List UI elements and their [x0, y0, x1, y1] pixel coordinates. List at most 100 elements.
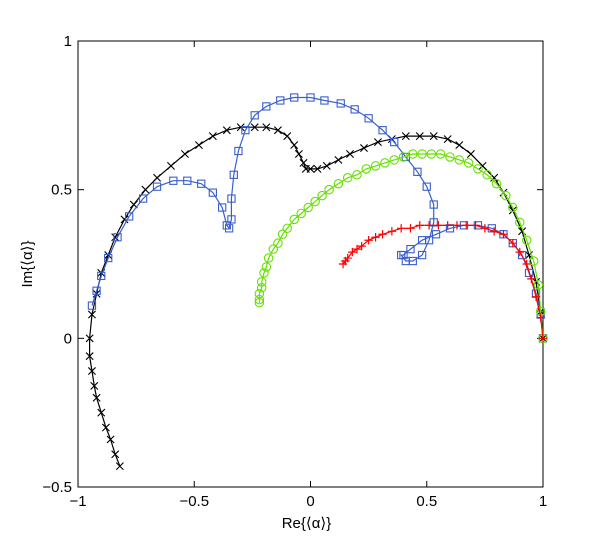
data-point — [125, 212, 134, 221]
plot-frame — [77, 40, 544, 488]
data-point — [301, 164, 310, 173]
data-point — [499, 230, 508, 239]
y-tick-label: 1 — [64, 33, 72, 50]
data-point — [120, 215, 129, 224]
data-point — [333, 178, 344, 189]
data-point — [256, 277, 267, 287]
data-point — [87, 301, 97, 310]
data-point — [445, 152, 455, 162]
data-point — [471, 221, 480, 230]
data-point — [434, 221, 443, 230]
series-circle — [254, 149, 548, 344]
data-point — [515, 247, 524, 257]
data-point — [528, 256, 539, 266]
data-point — [259, 268, 269, 278]
data-point — [241, 126, 250, 135]
data-point — [208, 188, 217, 197]
axis-ticks: −1 −0.5 0 0.5 1−0.500.51 — [42, 33, 547, 510]
y-tick-label: 0.5 — [51, 182, 72, 199]
data-point — [194, 141, 203, 150]
y-axis-title: Im{⟨α⟩} — [19, 240, 36, 287]
data-point — [97, 271, 106, 281]
data-point — [508, 238, 517, 248]
x-tick-label: 0.5 — [416, 493, 437, 510]
data-point — [306, 93, 315, 102]
data-point — [290, 93, 299, 102]
data-point — [113, 233, 122, 242]
data-point — [218, 203, 227, 212]
data-point — [262, 102, 271, 111]
data-point — [396, 224, 406, 233]
data-point — [153, 173, 162, 182]
data-point — [350, 105, 359, 114]
data-point — [336, 99, 345, 108]
data-point — [250, 123, 259, 132]
data-point — [152, 182, 162, 191]
data-point — [413, 167, 422, 176]
data-point — [352, 170, 362, 180]
data-point — [289, 214, 299, 225]
data-point — [180, 149, 189, 158]
data-point — [167, 161, 175, 170]
x-tick-label: 0 — [306, 493, 314, 510]
data-point — [250, 111, 259, 120]
data-point — [227, 194, 236, 203]
x-axis-title: Re{⟨α⟩} — [282, 515, 332, 532]
y-tick-label: −0.5 — [42, 479, 72, 496]
data-point — [324, 184, 334, 195]
data-point — [533, 280, 544, 290]
data-point — [482, 170, 492, 180]
data-point — [85, 334, 94, 343]
data-point — [371, 233, 380, 242]
data-point — [478, 161, 487, 170]
data-point — [282, 223, 292, 234]
data-point — [408, 149, 418, 159]
data-point — [222, 126, 231, 135]
data-point — [452, 221, 462, 230]
data-point — [227, 215, 236, 224]
data-point — [429, 200, 438, 209]
data-point — [87, 367, 96, 376]
data-point — [106, 435, 115, 444]
data-point — [277, 229, 288, 240]
data-point — [224, 224, 234, 233]
data-point — [276, 96, 285, 105]
data-point — [262, 123, 271, 132]
data-point — [256, 283, 267, 293]
series-plus — [338, 221, 548, 343]
data-point — [370, 161, 381, 171]
data-point — [346, 149, 355, 158]
data-point — [408, 256, 417, 266]
data-point — [268, 244, 279, 254]
data-point — [338, 259, 348, 269]
data-point — [92, 286, 101, 295]
data-point — [517, 250, 527, 260]
data-point — [417, 149, 427, 159]
data-point — [101, 423, 110, 432]
data-point — [443, 221, 452, 230]
data-point — [536, 313, 545, 322]
data-series — [85, 93, 548, 471]
data-point — [415, 132, 424, 141]
data-point — [514, 217, 525, 228]
data-point — [491, 178, 502, 189]
data-point — [296, 208, 306, 219]
data-point — [273, 126, 282, 135]
data-point — [138, 194, 148, 203]
data-point — [443, 135, 452, 144]
data-point — [183, 176, 192, 185]
data-point — [373, 138, 382, 147]
data-point — [169, 176, 178, 185]
series-x — [85, 123, 547, 471]
data-point — [303, 202, 313, 213]
data-point — [236, 123, 245, 132]
data-point — [466, 149, 475, 158]
data-point — [390, 137, 399, 147]
data-point — [90, 381, 99, 390]
data-point — [222, 221, 231, 230]
data-point — [429, 132, 438, 141]
data-point — [263, 253, 274, 263]
data-point — [283, 132, 292, 141]
data-point — [97, 408, 106, 417]
data-point — [380, 158, 390, 168]
